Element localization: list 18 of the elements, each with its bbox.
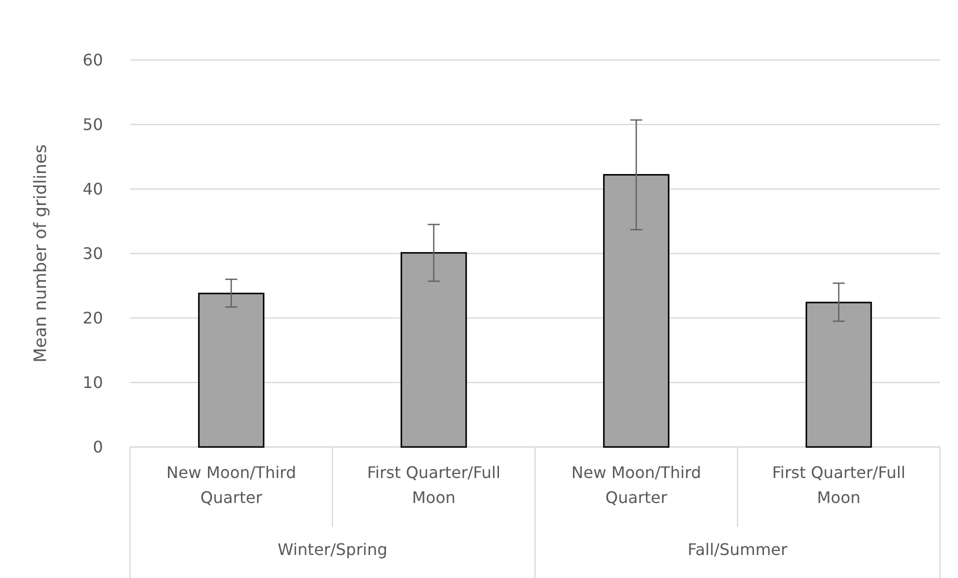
bar <box>400 252 467 448</box>
y-tick-label: 20 <box>82 308 103 328</box>
y-axis-title: Mean number of gridlines <box>31 144 51 363</box>
bar <box>806 302 872 448</box>
x-tick-label: New Moon/Third Quarter <box>166 463 296 507</box>
y-tick-label: 0 <box>92 438 103 457</box>
x-tick-label: First Quarter/Full Moon <box>367 463 500 507</box>
x-tick-label: First Quarter/Full Moon <box>772 463 906 507</box>
x-tick-label: New Moon/Third Quarter <box>571 463 702 507</box>
y-tick-label: 30 <box>82 244 103 264</box>
text: Fall/Summer <box>688 540 788 559</box>
y-tick-label: 60 <box>82 50 103 70</box>
y-tick-label: 40 <box>82 180 103 199</box>
text: Winter/Spring <box>278 540 388 559</box>
y-tick-label: 50 <box>82 115 103 134</box>
bar <box>198 292 264 448</box>
bar <box>603 174 670 448</box>
y-tick-label: 10 <box>82 373 103 392</box>
